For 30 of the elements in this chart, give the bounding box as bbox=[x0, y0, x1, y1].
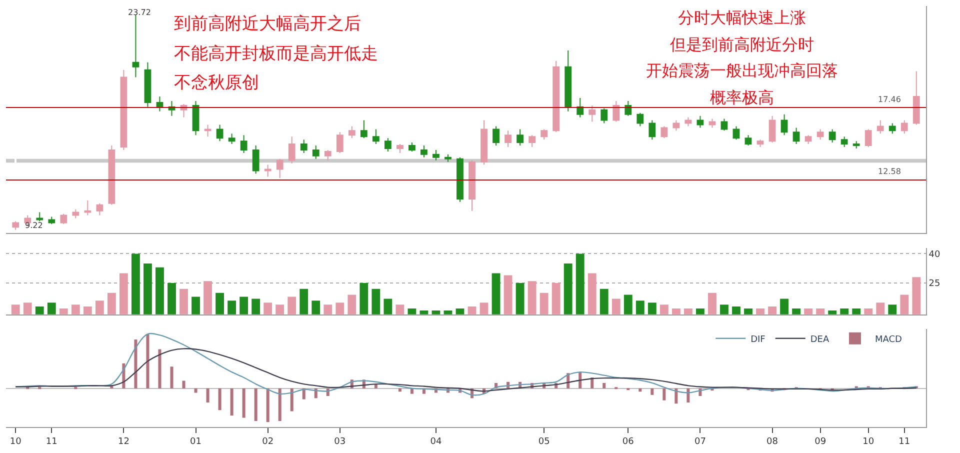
y-tick-label: 25 bbox=[928, 279, 940, 290]
x-tick-label: 04 bbox=[430, 436, 442, 447]
annotation: 23.72 bbox=[128, 8, 151, 17]
x-tick-label: 11 bbox=[46, 436, 58, 447]
x-tick-label: 05 bbox=[538, 436, 550, 447]
x-tick-label: 09 bbox=[814, 436, 826, 447]
x-tick-label: 08 bbox=[766, 436, 778, 447]
annotation: 9.22 bbox=[25, 221, 43, 230]
annotation: 到前高附近大幅高开之后 bbox=[174, 14, 361, 34]
legend-label: MACD bbox=[874, 334, 902, 345]
legend-label: DEA bbox=[810, 334, 830, 345]
legend-label: DIF bbox=[750, 334, 766, 345]
annotation: 分时大幅快速上涨 bbox=[678, 8, 806, 27]
annotation: 概率极高 bbox=[710, 88, 774, 107]
x-tick-label: 02 bbox=[262, 436, 274, 447]
x-tick-label: 07 bbox=[694, 436, 706, 447]
y-tick-label: 40 bbox=[928, 250, 941, 260]
annotation: 但是到前高附近分时 bbox=[670, 35, 814, 54]
x-tick-label: 11 bbox=[898, 436, 910, 447]
annotation: 不念秋原创 bbox=[174, 73, 259, 93]
annotation: 不能高开封板而是高开低走 bbox=[174, 44, 378, 64]
x-tick-label: 01 bbox=[190, 436, 202, 447]
annotation: 开始震荡一般出现冲高回落 bbox=[646, 61, 838, 80]
ref-line-label: 17.46 bbox=[878, 95, 901, 104]
x-tick-label: 03 bbox=[334, 436, 346, 447]
x-tick-label: 06 bbox=[622, 436, 634, 447]
x-tick-label: 12 bbox=[118, 436, 130, 447]
ref-line-label: 12.58 bbox=[878, 167, 901, 176]
x-tick-label: 10 bbox=[10, 436, 22, 447]
x-tick-label: 10 bbox=[862, 436, 874, 447]
